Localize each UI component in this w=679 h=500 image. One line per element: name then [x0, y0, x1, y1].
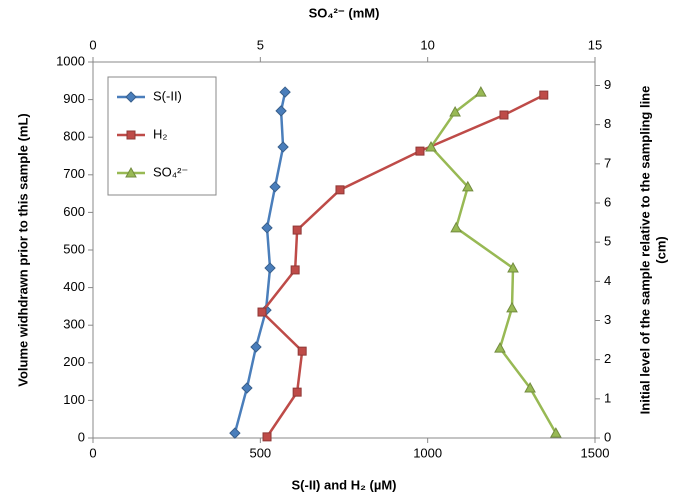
y2-axis-label: Initial level of the sample relative to … [637, 86, 652, 415]
marker [499, 110, 509, 120]
legend-label: SO₄²⁻ [153, 164, 188, 179]
y-tick-label: 400 [63, 279, 85, 294]
marker [279, 86, 291, 98]
marker [494, 342, 506, 353]
marker [506, 301, 518, 313]
marker [297, 346, 307, 356]
marker [539, 90, 549, 100]
marker [261, 222, 273, 234]
marker [549, 427, 562, 438]
y2-tick-label: 8 [604, 116, 611, 131]
marker [450, 221, 462, 233]
y-tick-label: 500 [63, 241, 85, 256]
series-line [429, 91, 557, 434]
y2-tick-label: 6 [604, 194, 611, 209]
marker [449, 105, 461, 117]
y2-tick-label: 0 [604, 429, 611, 444]
legend-label: S(-II) [153, 88, 182, 103]
marker [290, 265, 300, 275]
marker [269, 181, 281, 193]
marker [292, 225, 302, 235]
x2-tick-label: 0 [89, 37, 96, 52]
y-tick-label: 300 [63, 317, 85, 332]
x-tick-label: 0 [89, 445, 96, 460]
y-tick-label: 0 [78, 429, 85, 444]
x2-tick-label: 10 [420, 37, 434, 52]
x2-tick-label: 5 [257, 37, 264, 52]
y-tick-label: 600 [63, 204, 85, 219]
marker [292, 387, 302, 397]
y2-tick-label: 7 [604, 155, 611, 170]
marker [125, 91, 137, 103]
y-tick-label: 100 [63, 392, 85, 407]
marker [229, 427, 241, 439]
x-tick-label: 1000 [413, 445, 442, 460]
marker [415, 146, 425, 156]
x2-axis-label: SO₄²⁻ (mM) [309, 5, 380, 20]
y2-tick-label: 1 [604, 390, 611, 405]
marker [264, 262, 276, 274]
y2-axis-label: (cm) [653, 236, 668, 263]
marker [524, 381, 536, 393]
y-tick-label: 900 [63, 91, 85, 106]
y-tick-label: 1000 [56, 53, 85, 68]
marker [257, 307, 267, 317]
y2-tick-label: 4 [604, 273, 611, 288]
marker [461, 180, 474, 192]
series-line [233, 91, 287, 434]
marker [277, 141, 289, 153]
marker [475, 86, 487, 97]
marker [125, 166, 137, 178]
y2-tick-label: 3 [604, 312, 611, 327]
marker [126, 130, 136, 140]
marker [335, 185, 345, 195]
series-line [260, 93, 545, 438]
marker [275, 105, 287, 117]
y-tick-label: 200 [63, 354, 85, 369]
y-tick-label: 800 [63, 129, 85, 144]
x-tick-label: 1500 [581, 445, 610, 460]
marker [262, 432, 272, 442]
y2-tick-label: 2 [604, 351, 611, 366]
marker [250, 341, 262, 353]
legend-label: H₂ [153, 126, 167, 141]
y-axis-label: Volume widhdrawn prior to this sample (m… [15, 113, 30, 387]
y2-tick-label: 9 [604, 77, 611, 92]
x2-tick-label: 15 [588, 37, 602, 52]
marker [507, 262, 519, 273]
marker [241, 382, 253, 394]
y2-tick-label: 5 [604, 234, 611, 249]
x-axis-label: S(-II) and H₂ (µM) [292, 477, 397, 492]
y-tick-label: 700 [63, 166, 85, 181]
x-tick-label: 500 [249, 445, 271, 460]
marker [425, 140, 437, 152]
